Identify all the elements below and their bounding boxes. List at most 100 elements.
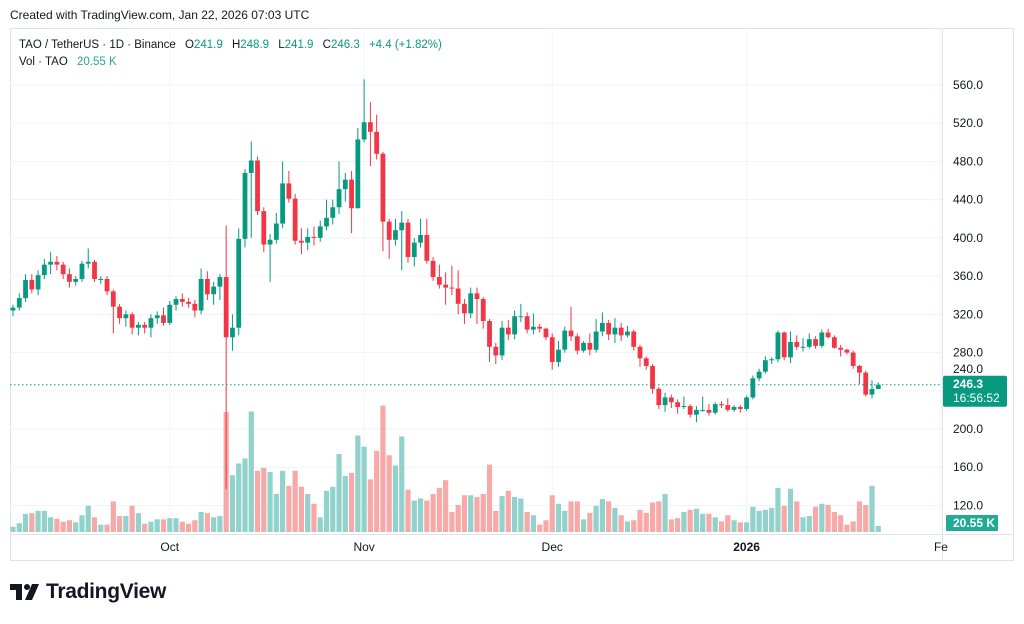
symbol-label[interactable]: TAO / TetherUS · 1D · Binance	[19, 39, 176, 51]
candle[interactable]	[48, 252, 54, 275]
candle[interactable]	[223, 225, 229, 490]
candle[interactable]	[386, 218, 392, 259]
candle[interactable]	[863, 370, 869, 397]
candle[interactable]	[788, 331, 793, 364]
candle[interactable]	[54, 256, 60, 271]
candle[interactable]	[800, 338, 806, 352]
candle[interactable]	[524, 312, 530, 334]
candle[interactable]	[756, 368, 762, 382]
candle[interactable]	[737, 405, 743, 413]
tradingview-logo[interactable]: TradingView	[10, 580, 166, 604]
candle[interactable]	[311, 226, 317, 246]
candle[interactable]	[23, 274, 28, 302]
candle[interactable]	[675, 399, 681, 414]
candle[interactable]	[499, 321, 505, 361]
candle[interactable]	[411, 237, 417, 267]
candle[interactable]	[418, 218, 423, 248]
candle[interactable]	[286, 170, 292, 203]
candle[interactable]	[148, 314, 154, 338]
candle[interactable]	[10, 304, 16, 317]
candle[interactable]	[825, 328, 831, 339]
candle[interactable]	[537, 323, 543, 333]
candle[interactable]	[775, 330, 781, 363]
candle[interactable]	[763, 356, 768, 374]
candle[interactable]	[769, 357, 775, 365]
candle[interactable]	[355, 127, 361, 209]
candle[interactable]	[781, 331, 787, 361]
candle[interactable]	[367, 102, 373, 167]
candle[interactable]	[531, 313, 536, 335]
candle[interactable]	[505, 320, 511, 341]
candle[interactable]	[305, 228, 311, 251]
candle[interactable]	[556, 341, 561, 367]
candle[interactable]	[29, 274, 35, 294]
candle[interactable]	[136, 321, 141, 336]
candle[interactable]	[480, 297, 486, 329]
candle[interactable]	[35, 270, 41, 296]
candle[interactable]	[581, 341, 586, 353]
candle[interactable]	[324, 199, 329, 231]
candle[interactable]	[317, 220, 323, 242]
candle[interactable]	[117, 303, 122, 324]
candle[interactable]	[643, 356, 649, 370]
candle[interactable]	[574, 333, 580, 355]
candle[interactable]	[123, 310, 129, 327]
candle[interactable]	[436, 264, 442, 289]
candle[interactable]	[668, 394, 674, 408]
candle[interactable]	[349, 170, 354, 234]
candle[interactable]	[430, 256, 436, 281]
candle[interactable]	[342, 172, 348, 202]
candle[interactable]	[512, 310, 517, 340]
candle[interactable]	[374, 114, 380, 160]
candle[interactable]	[204, 271, 210, 300]
candle[interactable]	[462, 299, 467, 324]
candle[interactable]	[248, 141, 254, 238]
candle[interactable]	[405, 218, 411, 263]
candle[interactable]	[449, 265, 455, 296]
candle[interactable]	[330, 199, 336, 225]
candle[interactable]	[712, 402, 718, 415]
candle[interactable]	[41, 258, 47, 279]
candle[interactable]	[161, 307, 166, 326]
candle[interactable]	[261, 207, 267, 253]
candle[interactable]	[292, 193, 298, 245]
candle[interactable]	[813, 336, 818, 349]
candle[interactable]	[719, 401, 724, 408]
candle[interactable]	[593, 319, 599, 353]
candle[interactable]	[681, 396, 687, 409]
candle[interactable]	[543, 327, 549, 341]
candle[interactable]	[838, 344, 844, 357]
candle[interactable]	[424, 218, 430, 264]
candle[interactable]	[154, 311, 160, 324]
candle[interactable]	[16, 293, 22, 311]
candle[interactable]	[73, 276, 79, 286]
candle[interactable]	[518, 303, 524, 322]
candle[interactable]	[700, 396, 706, 412]
candle[interactable]	[819, 329, 825, 348]
candle[interactable]	[67, 268, 72, 288]
candle[interactable]	[725, 398, 731, 412]
candle[interactable]	[587, 333, 593, 356]
candle[interactable]	[618, 322, 624, 342]
candle[interactable]	[186, 298, 191, 308]
candle[interactable]	[474, 287, 480, 324]
candle[interactable]	[217, 274, 223, 300]
candle[interactable]	[393, 218, 398, 246]
candle[interactable]	[875, 382, 881, 389]
candle[interactable]	[173, 296, 179, 311]
candle[interactable]	[656, 386, 662, 409]
candle[interactable]	[625, 325, 630, 338]
candle[interactable]	[380, 151, 386, 252]
candle[interactable]	[79, 260, 85, 282]
candle[interactable]	[443, 272, 449, 305]
candle[interactable]	[242, 169, 248, 248]
candle[interactable]	[706, 404, 712, 416]
candle[interactable]	[750, 375, 756, 400]
candle[interactable]	[361, 79, 367, 143]
candle[interactable]	[110, 289, 116, 334]
candle[interactable]	[273, 213, 279, 244]
volume-label[interactable]: Vol · TAO	[19, 56, 68, 68]
candle[interactable]	[280, 161, 286, 229]
candle[interactable]	[487, 319, 492, 363]
candle[interactable]	[255, 156, 260, 215]
